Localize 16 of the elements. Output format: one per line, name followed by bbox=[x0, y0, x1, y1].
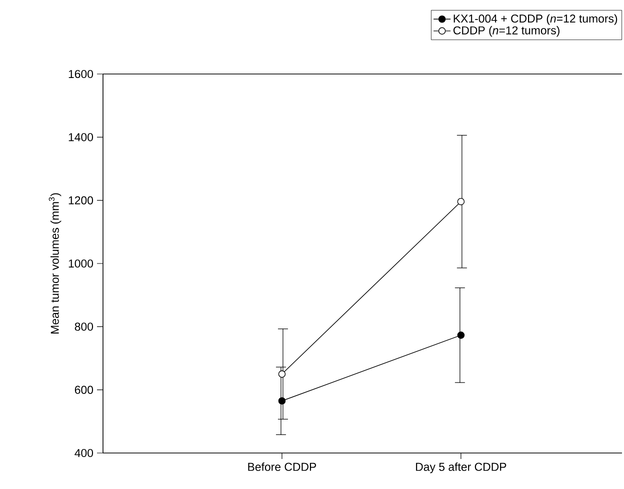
point bbox=[457, 198, 465, 206]
point bbox=[278, 370, 286, 378]
y-tick-label: 1400 bbox=[68, 133, 94, 142]
y-tick-label: 1600 bbox=[68, 70, 94, 78]
point bbox=[278, 397, 286, 405]
y-tick-label: 1200 bbox=[68, 196, 94, 204]
x-tick-label: Before CDDP bbox=[248, 462, 316, 471]
x-tick-label: Day 5 after CDDP bbox=[416, 462, 506, 474]
y-tick-label: 400 bbox=[74, 448, 94, 458]
y-tick-label: 600 bbox=[74, 386, 94, 394]
y-tick-label: 800 bbox=[74, 322, 94, 331]
legend-label: KX1-004 + CDDP (n=12 tumors) bbox=[454, 14, 618, 25]
y-tick-label: 1000 bbox=[68, 259, 94, 268]
point bbox=[457, 332, 465, 339]
legend-label: CDDP (n=12 tumors) bbox=[453, 26, 560, 37]
y-axis-title: Mean tumor volumes (mm$^{3}$) bbox=[48, 193, 62, 334]
